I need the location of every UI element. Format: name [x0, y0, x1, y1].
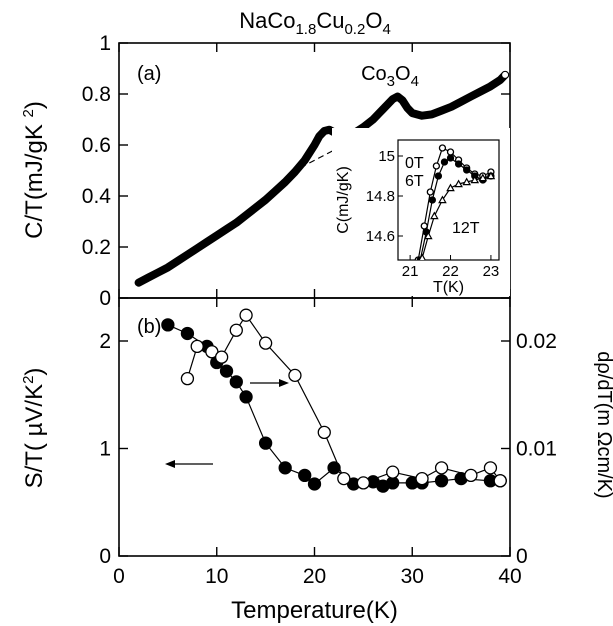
panel-b-point-left: [278, 461, 292, 475]
inset-point-6T: [440, 158, 449, 166]
panel-a-ytick-label: 0.4: [82, 185, 112, 208]
panel-b-ytick-label: 0: [99, 545, 111, 568]
panel-b-point-left: [229, 375, 243, 389]
panel-b-ytick-label: 1: [99, 438, 111, 461]
panel-b-point-right: [483, 461, 498, 475]
inset-point-12T: [446, 183, 455, 192]
panel-b-label: (b): [137, 316, 161, 338]
panel-b-xtick-label: 10: [205, 565, 228, 588]
panel-b-point-left: [258, 436, 273, 450]
panel-a: NaCo1.8Cu0.2O4 0 0.2 0.4 0.6 0.8 1 C/T(mJ/gK 2)…: [20, 8, 511, 310]
inset-point-6T: [454, 160, 463, 168]
inset-point-6T: [434, 172, 443, 180]
inset-point-12T: [423, 231, 433, 240]
panel-b: 0 10 20 30 4001200.010.02Temperature(K)S/T( …: [20, 297, 613, 624]
panel-b-point-right: [415, 471, 429, 486]
panel-b-point-right: [258, 336, 273, 350]
panel-b-point-left: [298, 468, 312, 483]
inset-point-0T: [426, 188, 434, 196]
inset-point-6T: [428, 196, 436, 204]
panel-a-ylabel: C/T(mJ/gK 2): [20, 101, 48, 239]
panel-b-point-right: [229, 323, 243, 337]
inset-point-12T: [462, 177, 471, 186]
inset-ytick-label: 15: [378, 148, 395, 165]
panel-b-point-right: [239, 308, 253, 322]
inset-point-12T: [418, 253, 426, 260]
panel-b-ytick-label: 2: [99, 330, 111, 353]
inset-point-6T: [446, 154, 455, 162]
inset-ylabel: C(mJ/gK): [335, 166, 352, 234]
panel-b-point-left: [219, 364, 234, 378]
inset-point-12T: [486, 171, 496, 180]
inset-xtick-label: 21: [402, 263, 419, 280]
inset-xtick-label: 22: [442, 263, 459, 280]
arrow-right-head: [279, 379, 289, 387]
inset-series-line-12T: [421, 175, 492, 259]
panel-b-point-left: [307, 477, 322, 491]
panel-a-ytick-label: 0: [99, 287, 111, 310]
x-axis-label: Temperature(K): [231, 597, 398, 624]
inset-ytick-label: 14.6: [366, 228, 395, 245]
inset-point-12T: [438, 195, 447, 204]
co3o4-annotation: Co3O4: [361, 63, 419, 90]
legend-0T: 0T: [405, 155, 424, 172]
panel-b-point-left: [327, 461, 341, 475]
panel-b-xtick-label: 40: [498, 565, 521, 588]
panel-b-point-left: [434, 474, 449, 488]
panel-b-point-left: [180, 326, 195, 341]
inset-xlabel: T(K): [433, 279, 464, 296]
specific-heat-curve: [134, 70, 510, 287]
panel-b-xtick-label: 20: [303, 565, 326, 588]
panel-b-point-right: [180, 371, 195, 386]
inset-point-0T: [420, 222, 428, 230]
panel-b-point-right: [190, 339, 204, 354]
panel-b-point-right: [464, 468, 478, 483]
panel-b-point-right: [288, 368, 302, 383]
panel-a-ytick-label: 1: [99, 32, 111, 55]
arrow-left-head: [165, 460, 175, 468]
legend-6T: 6T: [405, 173, 424, 190]
panel-b-ytick-right-label: 0: [516, 545, 528, 568]
inset-point-12T: [470, 175, 480, 184]
panel-a-ytick-label: 0.8: [82, 83, 111, 106]
panel-b-point-right: [386, 465, 400, 479]
panel-b-ytick-right-label: 0.01: [516, 438, 557, 461]
panel-b-point-right: [493, 474, 507, 488]
panel-b-point-left: [239, 390, 253, 404]
panel-b-frame: [118, 297, 511, 557]
inset-frame: [397, 139, 500, 261]
panel-b-point-right: [434, 461, 449, 475]
inset-background: [332, 128, 510, 296]
panel-a-ytick-label: 0.6: [82, 134, 111, 157]
panel-b-xtick-label: 0: [113, 565, 125, 588]
curve-end-point: [501, 70, 510, 79]
panel-b-point-right: [317, 425, 331, 440]
panel-a-ytick-label: 0.2: [82, 236, 111, 259]
inset-series-group: [414, 144, 496, 260]
panel-b-point-left: [161, 318, 175, 332]
panel-b-ytick-right-label: 0.02: [516, 330, 557, 353]
panel-b-series-line-right: [186, 314, 501, 484]
inset-ytick-label: 14.8: [366, 188, 395, 205]
inset-point-0T: [432, 162, 441, 170]
legend-12T: 12T: [452, 220, 480, 237]
panel-b-point-right: [337, 471, 351, 486]
chart-title: NaCo1.8Cu0.2O4: [239, 8, 391, 38]
panel-a-label: (a): [137, 63, 161, 85]
inset-point-0T: [438, 144, 447, 152]
inset-point-12T: [478, 173, 488, 182]
inset-point-0T: [446, 148, 455, 156]
inset-point-6T: [463, 166, 471, 174]
panel-b-point-right: [214, 350, 229, 364]
inset-point-12T: [454, 179, 463, 188]
panel-b-xtick-label: 30: [401, 565, 424, 588]
inset-point-12T: [430, 211, 439, 220]
panel-b-point-right: [356, 476, 371, 490]
panel-b-ylabel: S/T( µV/K2): [20, 368, 48, 489]
panel-b-ylabel-right: dρ/dT(m Ωcm/K): [593, 351, 613, 498]
inset-xtick-label: 23: [483, 263, 500, 280]
